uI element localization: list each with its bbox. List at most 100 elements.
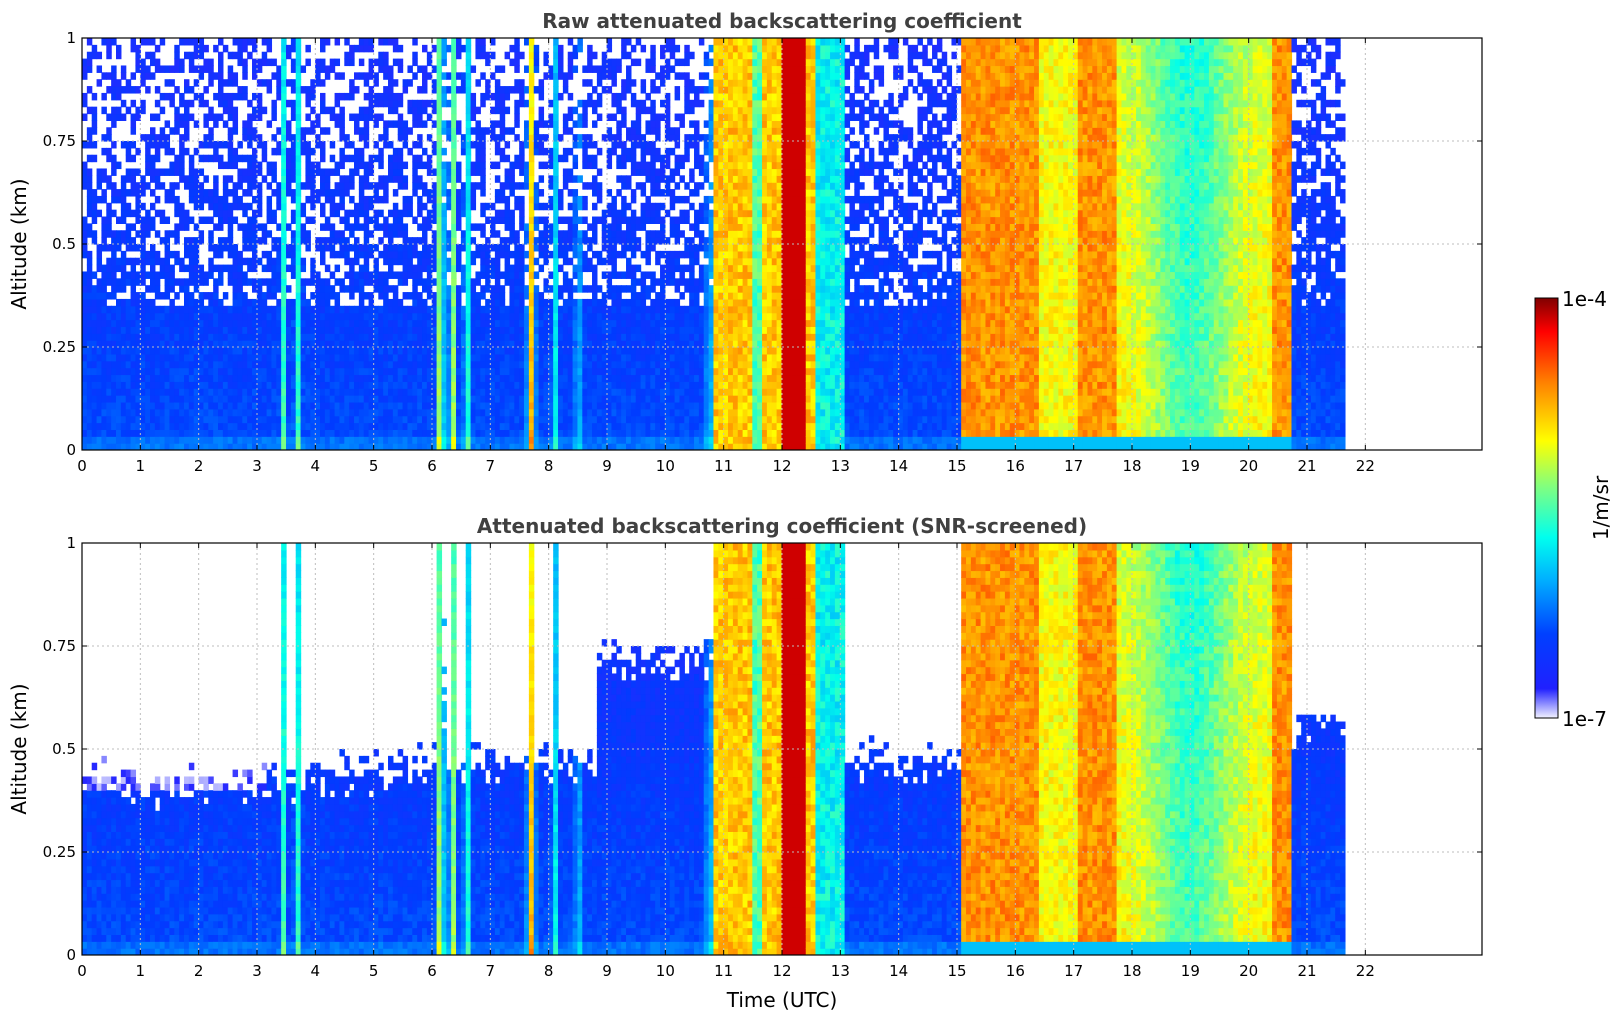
heatmap-cell	[528, 154, 535, 163]
heatmap-cell	[334, 189, 341, 197]
heatmap-cell	[82, 395, 88, 403]
heatmap-cell	[344, 436, 350, 444]
heatmap-cell	[504, 408, 511, 417]
heatmap-cell	[519, 244, 525, 252]
heatmap-cell	[363, 401, 370, 410]
heatmap-cell	[198, 395, 205, 403]
heatmap-cell	[485, 395, 491, 403]
heatmap-cell	[193, 374, 200, 382]
heatmap-cell	[169, 347, 175, 355]
heatmap-cell	[567, 401, 574, 410]
heatmap-cell	[315, 353, 321, 362]
heatmap-cell	[441, 305, 447, 314]
heatmap-cell	[184, 347, 190, 355]
heatmap-cell	[286, 326, 292, 334]
heatmap-cell	[339, 244, 345, 252]
heatmap-cell	[441, 422, 447, 430]
heatmap-cell	[159, 92, 166, 101]
heatmap-cell	[290, 44, 297, 53]
heatmap-cell	[543, 333, 549, 341]
heatmap-cell	[271, 443, 277, 450]
heatmap-cell	[533, 44, 540, 53]
heatmap-cell	[582, 422, 588, 430]
heatmap-cell	[310, 127, 316, 135]
heatmap-cell	[193, 168, 200, 176]
heatmap-cell	[558, 347, 564, 355]
heatmap-cell	[354, 415, 360, 424]
heatmap-cell	[116, 436, 122, 444]
heatmap-cell	[596, 353, 603, 362]
heatmap-cell	[572, 422, 579, 430]
heatmap-cell	[242, 347, 248, 355]
heatmap-cell	[402, 340, 409, 348]
heatmap-cell	[548, 113, 554, 121]
heatmap-cell	[130, 285, 137, 293]
heatmap-cell	[242, 65, 248, 73]
heatmap-cell	[397, 216, 404, 224]
heatmap-cell	[456, 202, 462, 211]
heatmap-cell	[553, 264, 559, 273]
heatmap-cell	[451, 209, 457, 218]
heatmap-cell	[242, 86, 248, 94]
heatmap-cell	[91, 106, 98, 115]
heatmap-cell	[441, 86, 447, 94]
heatmap-cell	[606, 230, 613, 238]
heatmap-cell	[562, 319, 569, 327]
heatmap-cell	[271, 244, 277, 252]
heatmap-cell	[572, 285, 579, 293]
heatmap-cell	[120, 312, 127, 321]
heatmap-cell	[456, 38, 462, 46]
heatmap-cell	[256, 202, 263, 211]
heatmap-cell	[174, 65, 180, 73]
heatmap-cell	[179, 312, 185, 321]
heatmap-cell	[412, 175, 418, 183]
heatmap-cell	[562, 113, 569, 121]
heatmap-cell	[436, 292, 443, 300]
heatmap-cell	[295, 99, 302, 108]
heatmap-cell	[344, 58, 350, 67]
heatmap-cell	[422, 65, 428, 73]
heatmap-cell	[120, 429, 127, 437]
heatmap-cell	[237, 347, 243, 355]
heatmap-cell	[358, 244, 365, 252]
heatmap-cell	[354, 257, 360, 266]
heatmap-cell	[344, 381, 350, 389]
heatmap-cell	[344, 374, 350, 382]
heatmap-cell	[606, 360, 613, 369]
heatmap-cell	[232, 360, 239, 369]
heatmap-cell	[91, 237, 98, 245]
heatmap-cell	[324, 367, 331, 376]
heatmap-cell	[388, 244, 394, 252]
heatmap-cell	[426, 347, 433, 355]
heatmap-cell	[392, 106, 399, 115]
heatmap-cell	[159, 257, 166, 266]
heatmap-cell	[562, 168, 569, 176]
heatmap-cell	[116, 285, 122, 293]
heatmap-cell	[392, 79, 399, 87]
heatmap-cell	[208, 347, 214, 355]
heatmap-cell	[596, 257, 603, 266]
heatmap-cell	[203, 65, 209, 73]
heatmap-cell	[514, 51, 520, 60]
heatmap-cell	[451, 360, 457, 369]
heatmap-cell	[159, 65, 166, 73]
heatmap-cell	[441, 92, 447, 101]
heatmap-cell	[465, 257, 472, 266]
heatmap-cell	[261, 353, 268, 362]
heatmap-cell	[621, 333, 627, 341]
heatmap-cell	[465, 161, 472, 170]
heatmap-cell	[562, 436, 569, 444]
heatmap-cell	[111, 429, 117, 437]
heatmap-cell	[572, 360, 579, 369]
heatmap-cell	[232, 436, 239, 444]
heatmap-cell	[150, 250, 156, 259]
heatmap-cell	[582, 347, 588, 355]
heatmap-cell	[237, 292, 243, 300]
heatmap-cell	[601, 340, 608, 348]
heatmap-cell	[553, 340, 559, 348]
heatmap-cell	[101, 422, 107, 430]
heatmap-cell	[276, 312, 282, 321]
heatmap-cell	[213, 347, 219, 355]
heatmap-cell	[145, 305, 151, 314]
heatmap-cell	[184, 127, 190, 135]
